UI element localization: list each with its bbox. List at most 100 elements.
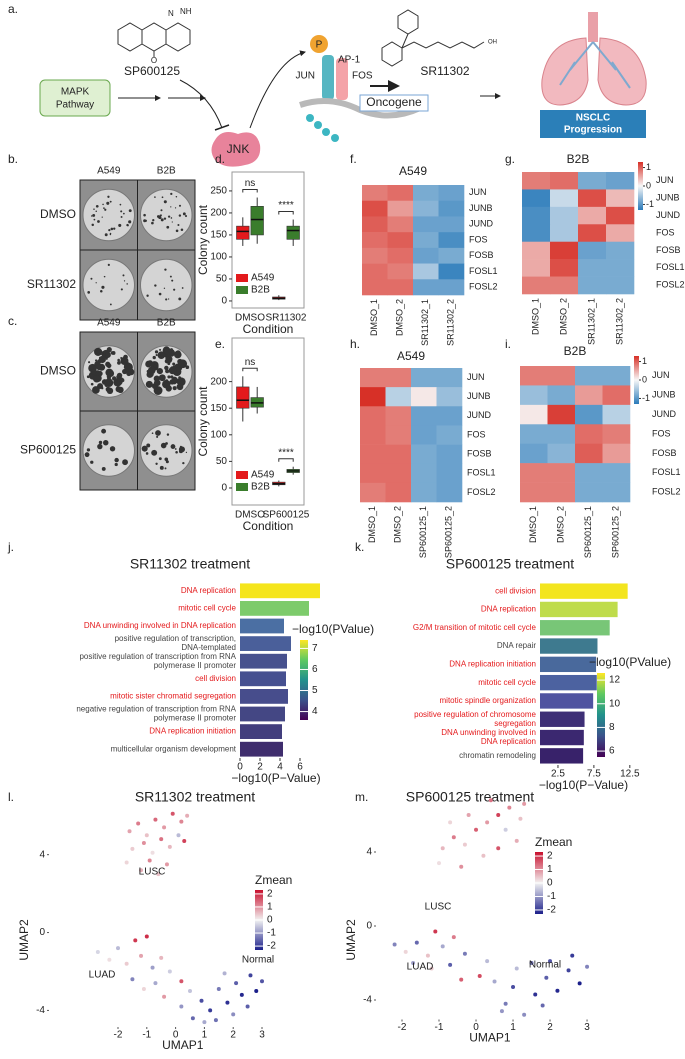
plot-frame xyxy=(231,171,305,309)
colony xyxy=(171,279,174,282)
heatmap-cell xyxy=(362,279,388,296)
colony xyxy=(110,351,115,355)
column-label: DMSO_1 xyxy=(369,299,379,336)
inhibition-line xyxy=(179,79,223,129)
heatmap-cell xyxy=(413,200,439,217)
x-tick-label: 7.5 xyxy=(587,769,601,780)
heatmap-cell xyxy=(360,368,386,388)
category-label: DNA replication initiation xyxy=(149,727,236,736)
colony xyxy=(160,209,163,212)
row-label: FOS xyxy=(652,428,671,438)
cell-point xyxy=(188,988,192,993)
cell-point xyxy=(492,979,497,984)
significance-label: ns xyxy=(245,357,256,368)
colony xyxy=(103,275,106,278)
heatmap-cell xyxy=(413,216,439,233)
heatmap-cell xyxy=(606,259,635,277)
colorbar-label: 0 xyxy=(547,878,553,889)
heatmap-cell xyxy=(387,263,414,280)
column-label: DMSO_2 xyxy=(558,298,568,335)
colony xyxy=(163,287,166,289)
panel-label: e. xyxy=(215,337,225,351)
colony xyxy=(86,448,91,452)
category-label: negative regulation of transcription fro… xyxy=(76,705,236,714)
colorbar-title: Zmean xyxy=(535,835,572,849)
colony xyxy=(106,387,114,395)
lungs xyxy=(541,12,647,106)
category-label: segregation xyxy=(494,719,536,728)
colony xyxy=(119,203,122,206)
plate-well xyxy=(82,188,135,242)
cell-point xyxy=(459,864,464,869)
cell-point xyxy=(570,953,575,958)
cell-point xyxy=(529,961,534,965)
heatmap-cell xyxy=(575,366,603,386)
colorbar-title: −log10(PValue) xyxy=(589,655,671,669)
cell-point xyxy=(139,953,144,958)
colony xyxy=(128,209,132,213)
y-tick-label: 200 xyxy=(210,376,227,387)
heatmap-cell xyxy=(606,172,635,190)
colony xyxy=(101,351,104,354)
y-tick-label: 0 xyxy=(221,296,227,307)
cell-point xyxy=(185,813,190,818)
colony xyxy=(102,203,104,206)
colony xyxy=(185,451,188,454)
x-tick-label: SP600125 xyxy=(263,510,310,521)
colony xyxy=(123,212,125,215)
x-axis-label: −log10(P−Value) xyxy=(231,771,320,785)
colony xyxy=(165,369,170,374)
panel-label: d. xyxy=(215,152,225,166)
legend-swatch xyxy=(236,471,248,479)
heatmap-cell xyxy=(575,424,603,445)
colorbar-label: -2 xyxy=(547,905,556,916)
column-label: DMSO_1 xyxy=(367,506,377,543)
x-axis-label: UMAP1 xyxy=(469,1031,511,1045)
heatmap-cell xyxy=(436,463,463,484)
heatmap-cell xyxy=(575,463,603,483)
plate-well xyxy=(82,424,135,477)
heatmap-cell xyxy=(385,444,412,465)
colony xyxy=(180,228,184,232)
colony xyxy=(116,372,123,379)
heatmap-cell xyxy=(360,444,386,465)
colony xyxy=(92,386,100,394)
x-axis-label: UMAP1 xyxy=(162,1038,204,1052)
panel-label: b. xyxy=(8,152,18,166)
colony xyxy=(166,433,170,436)
cell-point xyxy=(136,821,141,826)
cell-point xyxy=(448,962,453,967)
cell-point xyxy=(481,853,486,858)
outcome-label: Progression xyxy=(564,125,622,136)
row-label: FOSL2 xyxy=(467,487,496,497)
colony xyxy=(171,221,173,223)
cell-point xyxy=(503,1001,508,1006)
y-tick-label: -4 xyxy=(36,1005,45,1016)
x-tick-label: -2 xyxy=(398,1022,407,1033)
heatmap-cell xyxy=(547,443,576,464)
heatmap-cell xyxy=(602,443,631,464)
heatmap-cell xyxy=(413,247,439,264)
heatmap-cell xyxy=(606,189,635,208)
category-label: multicellular organism development xyxy=(111,744,237,753)
x-tick-label: 12.5 xyxy=(620,769,640,780)
chart-title: SR11302 treatment xyxy=(135,789,255,805)
cluster-label: Normal xyxy=(529,960,561,971)
heatmap-cell xyxy=(411,482,437,503)
cell-point xyxy=(239,992,244,997)
colony xyxy=(106,363,112,369)
cluster-label: LUAD xyxy=(407,962,434,973)
column-label: DMSO_2 xyxy=(395,299,405,336)
cell-point xyxy=(144,934,149,939)
colony xyxy=(109,233,112,236)
colony xyxy=(92,374,101,383)
heatmap-cell xyxy=(438,263,465,280)
panel-label: l. xyxy=(8,790,14,804)
heatmap-cell xyxy=(438,216,465,233)
colony xyxy=(178,376,182,380)
colorbar-title: Zmean xyxy=(255,873,292,887)
cell-point xyxy=(496,846,501,851)
x-tick-label: 1 xyxy=(510,1022,516,1033)
heatmap-cell xyxy=(550,172,579,190)
